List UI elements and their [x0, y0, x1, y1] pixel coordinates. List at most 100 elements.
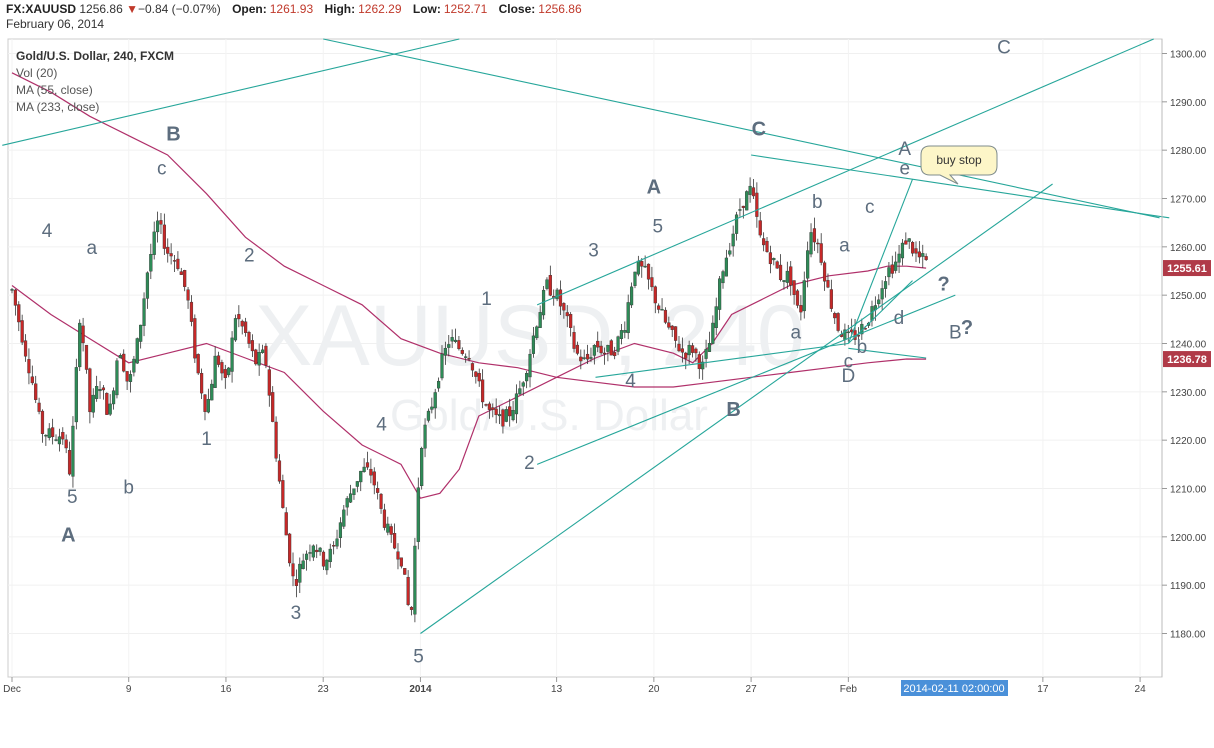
candle-body: [481, 379, 485, 403]
candle-body: [755, 192, 759, 217]
candle-body: [497, 414, 502, 417]
candle-body: [332, 545, 336, 547]
candle-body: [897, 253, 901, 263]
candle-body: [342, 509, 346, 527]
x-tick-label: 13: [551, 684, 563, 695]
candle-body: [321, 551, 326, 567]
wave-label: B: [166, 124, 180, 146]
x-tick-label: Feb: [840, 684, 858, 695]
candle-body: [833, 313, 837, 319]
candle-body: [139, 324, 143, 342]
wave-label: ?: [961, 317, 973, 339]
wave-label: B: [949, 323, 962, 344]
candle-body: [474, 371, 478, 377]
candle-body: [277, 460, 282, 482]
candle-body: [308, 552, 312, 554]
high-value: 1262.29: [358, 2, 402, 16]
candle-body: [657, 305, 661, 310]
y-tick-label: 1260.00: [1170, 243, 1207, 254]
candle-body: [74, 367, 78, 423]
legend-ma233[interactable]: MA (233, close): [16, 100, 100, 114]
ma233-path: [11, 72, 927, 388]
candle-body: [348, 493, 353, 503]
candle-body: [806, 250, 810, 279]
candle-body: [646, 263, 651, 280]
candle-body: [501, 409, 505, 427]
candle-body: [149, 254, 153, 272]
candle-body: [623, 330, 627, 333]
trendline[interactable]: [536, 294, 956, 465]
trendline[interactable]: [847, 178, 914, 344]
candle-body: [132, 358, 136, 373]
trendline[interactable]: [420, 183, 1053, 634]
legend-ma55[interactable]: MA (55, close): [16, 83, 93, 97]
candle-body: [233, 318, 238, 341]
candle-body: [406, 576, 410, 605]
candle-body: [169, 253, 173, 257]
legend-volume[interactable]: Vol (20): [16, 66, 58, 80]
price-tag-box: [1163, 260, 1211, 277]
x-tick-label: 9: [126, 684, 132, 695]
candle-body: [741, 205, 745, 208]
time-cursor-box: [901, 680, 1008, 696]
candle-body: [118, 355, 122, 359]
y-tick-label: 1300.00: [1170, 50, 1207, 61]
trendline[interactable]: [847, 280, 913, 344]
y-tick-label: 1270.00: [1170, 195, 1207, 206]
candle-body: [636, 260, 640, 275]
wave-label: b: [812, 192, 823, 213]
candle-body: [338, 522, 343, 538]
wave-label: D: [841, 366, 855, 387]
candle-body: [494, 408, 498, 416]
candle-body: [718, 278, 722, 310]
wave-label: b: [857, 337, 868, 358]
candle-body: [528, 353, 532, 378]
y-tick-label: 1230.00: [1170, 388, 1207, 399]
trendline[interactable]: [595, 342, 849, 378]
candle-body: [13, 289, 17, 306]
candle-body: [128, 374, 133, 382]
trendlines[interactable]: [2, 38, 1170, 634]
candle-body: [765, 240, 769, 252]
price-tag-label: 1255.61: [1167, 263, 1207, 275]
price-tags: 1255.61 1236.78: [1163, 260, 1211, 368]
trendline[interactable]: [751, 154, 1170, 219]
wave-label: a: [791, 323, 802, 344]
candle-body: [592, 345, 596, 356]
trendline[interactable]: [2, 38, 460, 146]
price-tag-box: [1163, 351, 1211, 368]
candle-body: [23, 340, 28, 357]
wave-label: c: [844, 352, 854, 373]
price-axis[interactable]: 1180.00 1190.00 1200.00 1210.00 1220.00 1230.…: [1162, 50, 1207, 641]
trendline[interactable]: [848, 347, 927, 359]
candle-body: [714, 306, 718, 329]
candle-body: [775, 261, 779, 269]
callout-text: buy stop: [936, 153, 982, 167]
candle-body: [548, 275, 552, 296]
candle-body: [877, 299, 881, 305]
symbol-name[interactable]: FX:XAUUSD: [6, 2, 77, 16]
candle-body: [413, 545, 417, 615]
candle-body: [734, 214, 739, 234]
candle-body: [663, 309, 668, 323]
candle-body: [433, 392, 437, 409]
candle-body: [301, 560, 305, 569]
candle-body: [670, 325, 674, 330]
trendline[interactable]: [536, 38, 1154, 306]
wave-label: 5: [652, 216, 663, 237]
watermark-description: Gold/U.S. Dollar: [390, 391, 708, 440]
candle-body: [751, 187, 756, 197]
candle-body: [51, 427, 55, 438]
candle-body: [609, 340, 613, 356]
candle-body: [409, 606, 414, 610]
candle-body: [10, 289, 14, 291]
wave-label: a: [839, 236, 850, 257]
candle-body: [538, 312, 542, 328]
candle-body: [254, 349, 258, 365]
trendline[interactable]: [323, 38, 1160, 219]
candle-body: [443, 347, 447, 356]
time-axis[interactable]: Dec 9 16 23 2014 13 20 27 Feb 17 24: [3, 677, 1146, 695]
buy-stop-callout[interactable]: buy stop: [920, 145, 998, 185]
x-tick-label: 16: [220, 684, 232, 695]
